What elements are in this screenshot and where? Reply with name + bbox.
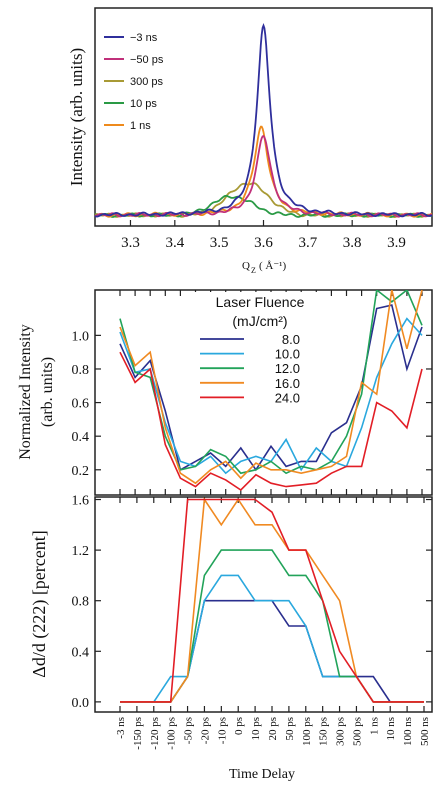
intensity-y-tick-label: 0.4 [72,430,90,445]
peak-legend-label-2: 300 ps [130,76,164,88]
intensity-series-24.0 [119,351,423,492]
intensity-y-tick-label: 1.0 [72,329,90,344]
strain-x-tick-label: 0 ps [233,717,245,735]
strain-series-12.0 [120,549,424,703]
strain-series-24.0 [120,498,424,703]
peak-chart-x-tick-label: 3.8 [343,235,362,251]
peak-chart-x-tick-label: 3.6 [254,235,273,251]
strain-x-tick-label: 300 ps [335,717,347,746]
strain-y-tick-label: 0.4 [72,645,90,660]
peak-legend-label-0: −3 ns [130,32,158,44]
peak-chart-x-tick-label: 3.5 [210,235,229,251]
strain-y-tick-label: 1.6 [72,494,90,509]
peak-chart-x-tick-label: 3.7 [298,235,317,251]
strain-x-tick-label: -20 ps [199,717,211,744]
strain-x-tick-label: 10 ps [250,717,262,741]
fluence-legend-label-1: 10.0 [275,347,300,362]
strain-x-tick-label: 50 ps [284,717,296,741]
peak-chart-lines [94,23,433,219]
strain-x-tick-label: 100 ps [301,717,313,746]
strain-x-tick-label: 500 ps [351,717,363,746]
intensity-series-16.0 [119,290,423,485]
intensity-chart-y-ticks: 0.2 0.4 0.6 0.8 1.0 [72,329,432,479]
fluence-legend-label-2: 12.0 [275,361,300,376]
fluence-legend-title: Laser Fluence [216,294,305,310]
peak-line-1 [94,135,432,218]
peak-line-4 [95,125,433,218]
peak-chart-y-label: Intensity (arb. units) [67,48,86,186]
fluence-legend-box [193,292,326,404]
strain-series-8.0 [120,599,424,703]
strain-y-tick-label: 0.8 [72,595,90,610]
strain-x-tick-label: 500 ns [419,717,431,746]
peak-chart-x-ticks: 3.3 3.4 3.5 3.6 3.7 3.8 3.9 [121,220,406,251]
fluence-legend-label-3: 16.0 [275,376,300,391]
intensity-y-tick-label: 0.6 [72,397,90,412]
intensity-chart-frame [94,289,433,496]
strain-x-tick-label: -10 ps [216,717,228,744]
intensity-chart-y-label: Normalized Intensity [17,324,34,460]
strain-chart-frame [94,496,433,713]
intensity-series-12.0 [119,290,423,475]
fluence-legend-label-0: 8.0 [282,332,300,347]
peak-chart-x-label-unit: ( Å⁻¹) [259,260,286,272]
strain-y-tick-label: 1.2 [72,544,90,559]
peak-chart-x-label-main: Q [242,260,250,272]
peak-chart-x-label-sub: Z [251,266,256,275]
peak-legend-label-3: 10 ps [130,98,157,110]
strain-x-tick-label: -150 ps [132,717,144,750]
fluence-legend-unit: (mJ/cm²) [232,313,287,329]
intensity-chart-y-label-units: (arb. units) [39,357,56,427]
strain-chart-y-label: Δd/d (222) [percent] [29,530,50,678]
strain-chart-y-ticks: 0.0 0.4 0.8 1.2 1.6 [72,494,432,711]
strain-y-tick-label: 0.0 [72,696,90,711]
intensity-chart-panel: 0.2 0.4 0.6 0.8 1.0 Normalized Intensity (ar… [17,289,433,496]
peak-chart-x-tick-label: 3.3 [121,235,140,251]
strain-x-tick-label: 100 ns [402,717,414,746]
strain-x-tick-label: -100 ps [166,717,178,750]
peak-chart-panel: 3.3 3.4 3.5 3.6 3.7 3.8 3.9 −3 ns −50 ps 300 ps 1… [67,7,433,275]
strain-chart-x-label: Time Delay [229,767,295,782]
strain-x-tick-label: -50 ps [183,717,195,744]
strain-x-tick-label: 1 ns [368,717,380,735]
strain-x-tick-label: 150 ps [318,717,330,746]
fluence-legend-label-4: 24.0 [275,390,300,405]
peak-chart-legend: −3 ns −50 ps 300 ps 10 ps 1 ns [104,32,164,132]
strain-x-tick-label: -120 ps [149,717,161,750]
intensity-y-tick-label: 0.2 [72,464,90,479]
peak-legend-label-4: 1 ns [130,120,151,132]
intensity-series-8.0 [119,304,423,472]
peak-chart-x-tick-label: 3.4 [165,235,184,251]
intensity-y-tick-label: 0.8 [72,363,90,378]
peak-line-0 [94,23,433,218]
intensity-chart-lines [119,290,423,492]
peak-legend-label-1: −50 ps [130,54,164,66]
strain-chart-panel: 0.0 0.4 0.8 1.2 1.6 -3 ns -150 ps -120 ps -100 … [29,494,433,782]
strain-x-tick-label: 20 ps [267,717,279,741]
peak-line-2 [94,182,433,219]
peak-chart-x-tick-label: 3.9 [387,235,406,251]
fluence-legend: Laser Fluence (mJ/cm²) 8.010.012.016.024… [193,292,326,405]
strain-chart-lines [120,497,424,703]
strain-x-tick-label: 10 ns [385,717,397,741]
strain-x-tick-label: -3 ns [115,717,127,739]
